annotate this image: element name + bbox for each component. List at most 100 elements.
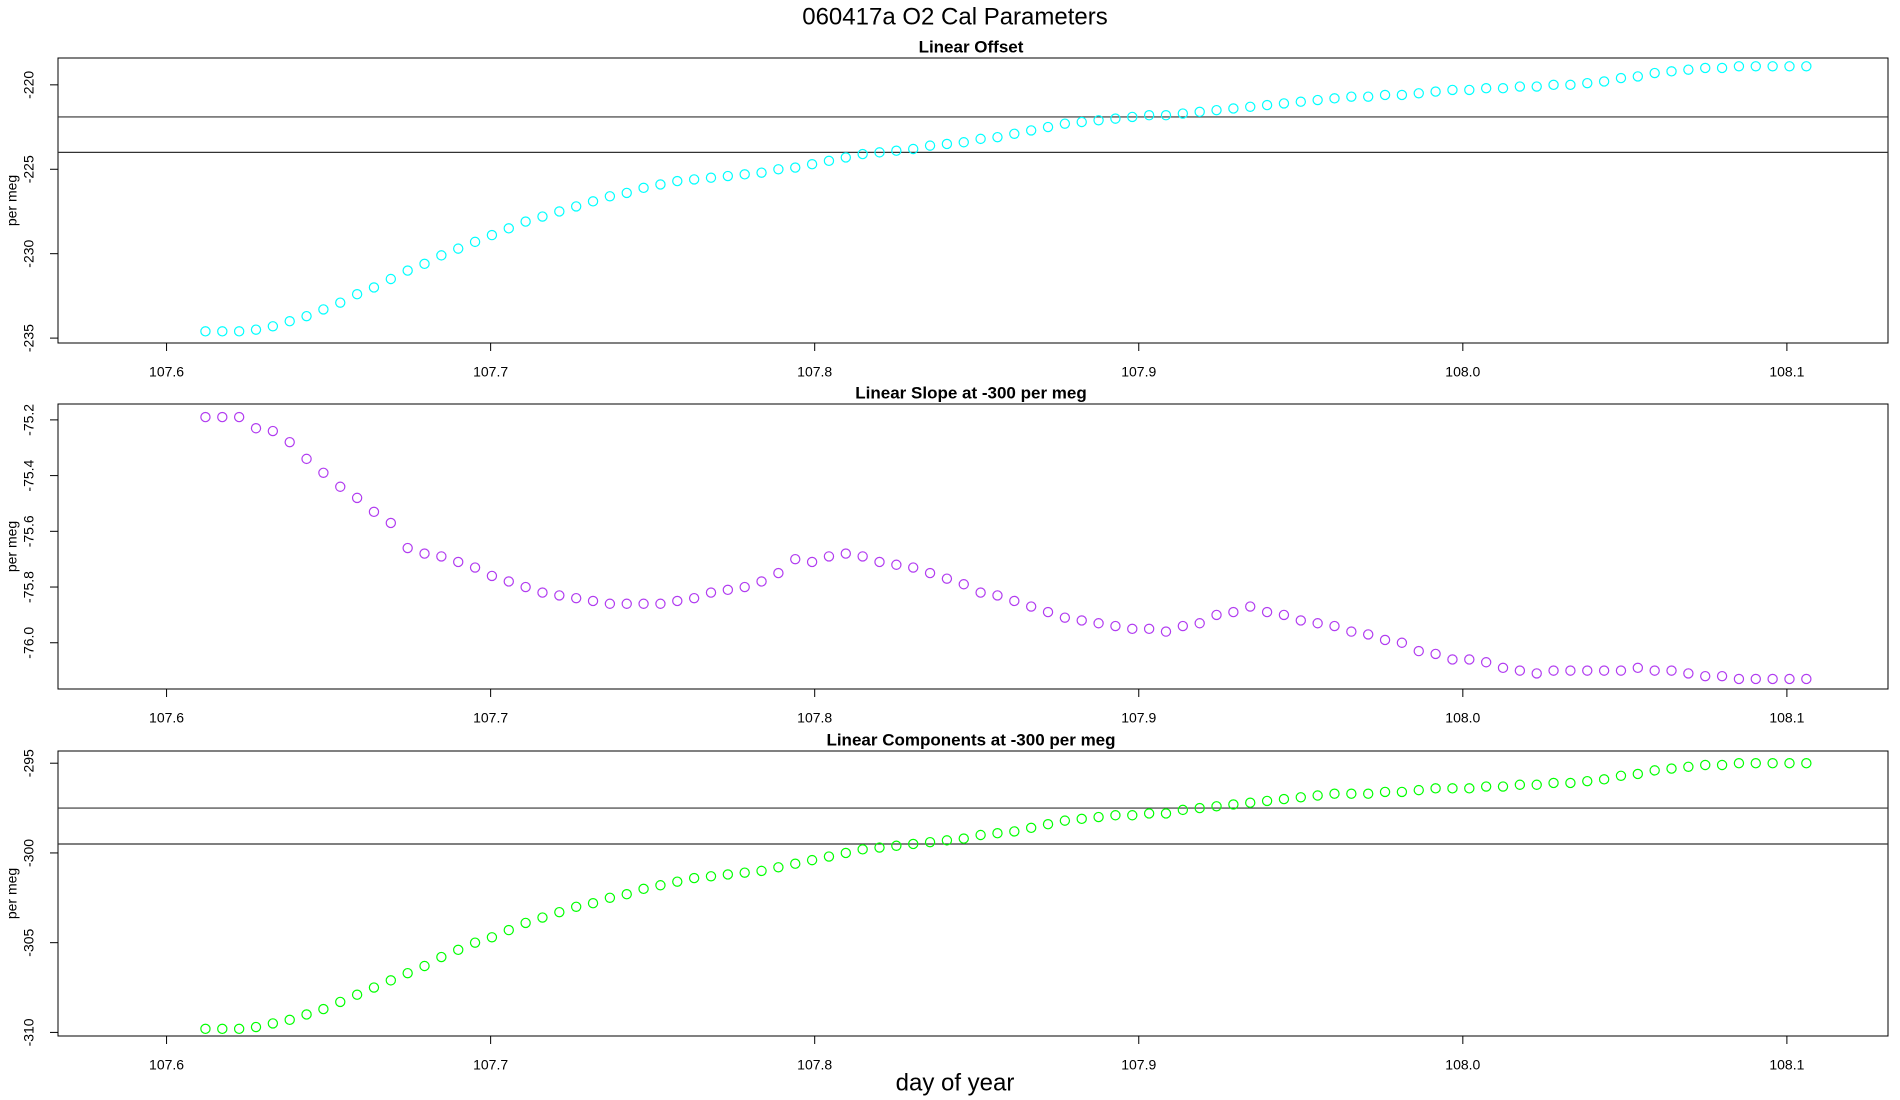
point — [1396, 786, 1408, 798]
point — [1194, 802, 1205, 814]
point — [722, 170, 734, 182]
point — [655, 598, 666, 609]
point — [1396, 89, 1408, 101]
point — [1447, 84, 1458, 96]
point — [1666, 763, 1677, 774]
point — [924, 836, 936, 848]
panel-title: Linear Offset — [919, 37, 1024, 56]
point — [806, 556, 818, 568]
point — [1312, 618, 1323, 629]
point — [217, 1023, 228, 1035]
point — [1160, 110, 1172, 121]
point — [1127, 810, 1138, 821]
point — [705, 587, 717, 598]
point — [638, 883, 649, 895]
point — [537, 211, 548, 222]
point — [402, 967, 413, 979]
point — [436, 551, 447, 562]
point — [1615, 770, 1627, 781]
point — [1127, 111, 1138, 123]
point — [318, 467, 329, 479]
point — [1042, 121, 1054, 133]
point — [1700, 670, 1711, 682]
point — [318, 304, 329, 315]
panel-title: Linear Components at -300 per meg — [826, 730, 1115, 749]
point — [554, 206, 565, 217]
point — [368, 506, 380, 518]
point — [1143, 110, 1155, 121]
point — [1312, 790, 1323, 801]
point — [1750, 758, 1761, 769]
point — [570, 201, 582, 212]
point — [1700, 62, 1711, 74]
point — [1025, 601, 1037, 612]
point — [1228, 103, 1239, 114]
y-tick-label: -225 — [21, 155, 37, 183]
point — [1194, 618, 1205, 629]
point — [908, 838, 919, 850]
point — [857, 844, 868, 855]
x-axis-label: day of year — [896, 1069, 1015, 1096]
point — [1716, 759, 1728, 771]
point — [604, 191, 616, 202]
panel-title: Linear Slope at -300 per meg — [855, 383, 1086, 402]
point — [1009, 826, 1020, 837]
point — [1362, 629, 1374, 640]
point — [537, 912, 548, 923]
point — [604, 598, 616, 609]
x-tick-label: 108.1 — [1769, 364, 1804, 380]
point — [1531, 779, 1542, 790]
point — [1042, 819, 1054, 830]
point — [587, 595, 599, 607]
y-axis-label: per meg — [4, 868, 20, 919]
point — [537, 587, 548, 598]
point — [705, 172, 717, 183]
point — [1009, 128, 1020, 140]
point — [284, 1014, 295, 1026]
point — [756, 167, 767, 178]
point — [891, 559, 902, 570]
point — [1480, 781, 1492, 792]
point — [1413, 645, 1424, 657]
y-tick-label: -75.8 — [21, 571, 37, 603]
x-tick-label: 107.9 — [1121, 364, 1156, 380]
x-tick-label: 108.0 — [1445, 710, 1480, 726]
point — [1093, 115, 1104, 126]
point — [1261, 606, 1273, 618]
point — [1649, 67, 1660, 79]
point — [908, 562, 919, 573]
point — [1093, 618, 1104, 629]
point — [453, 944, 464, 956]
point — [1430, 648, 1441, 660]
point — [1801, 61, 1812, 72]
point — [250, 1021, 262, 1033]
point — [1211, 609, 1222, 621]
point — [284, 316, 295, 327]
point — [1413, 784, 1424, 796]
point — [806, 854, 818, 866]
plot-frame — [57, 750, 1889, 1037]
x-tick-label: 108.0 — [1445, 364, 1480, 380]
point — [1329, 788, 1340, 799]
point — [1025, 822, 1037, 834]
y-tick-label: -75.4 — [21, 459, 37, 491]
point — [570, 901, 582, 912]
point — [250, 423, 262, 434]
point — [503, 576, 514, 587]
point — [1042, 606, 1054, 618]
point — [1127, 623, 1138, 635]
point — [739, 581, 750, 593]
point — [1716, 670, 1728, 682]
point — [1632, 662, 1644, 674]
point — [1245, 797, 1256, 808]
point — [368, 982, 380, 993]
point — [1767, 758, 1778, 769]
point — [1733, 673, 1745, 685]
point — [503, 223, 514, 234]
point — [739, 169, 750, 180]
point — [1666, 665, 1677, 676]
point — [604, 892, 616, 904]
point — [1110, 620, 1121, 632]
point — [1750, 61, 1761, 72]
